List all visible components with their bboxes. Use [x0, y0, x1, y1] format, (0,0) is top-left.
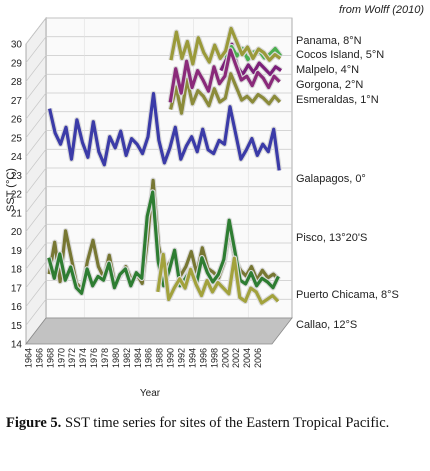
y-tick-label: 19 — [11, 246, 23, 257]
y-tick-label: 17 — [11, 283, 23, 294]
x-tick-label: 1980 — [111, 348, 121, 368]
legend-label: Puerto Chicama, 8°S — [296, 289, 399, 301]
caption-text: SST time series for sites of the Eastern… — [61, 415, 389, 431]
y-axis-label: SST (°C) — [5, 168, 17, 212]
y-tick-label: 28 — [11, 77, 23, 88]
legend-label: Panama, 8°N — [296, 35, 362, 47]
legend-label: Cocos Island, 5°N — [296, 49, 384, 61]
x-tick-label: 2000 — [220, 348, 230, 368]
x-tick-label: 1982 — [122, 348, 132, 368]
y-tick-label: 26 — [11, 115, 23, 126]
x-tick-label: 1984 — [133, 348, 143, 368]
x-tick-label: 1972 — [67, 348, 77, 368]
legend-label: Pisco, 13°20'S — [296, 232, 367, 244]
caption-label: Figure 5. — [6, 415, 61, 431]
y-tick-label: 24 — [11, 152, 23, 163]
y-tick-label: 16 — [11, 302, 23, 313]
legend-label: Gorgona, 2°N — [296, 79, 363, 91]
legend-label: Galapagos, 0° — [296, 173, 366, 185]
x-tick-label: 1988 — [155, 348, 165, 368]
x-tick-label: 1964 — [23, 348, 33, 368]
legend-label: Malpelo, 4°N — [296, 64, 359, 76]
figure-caption: Figure 5. SST time series for sites of t… — [6, 414, 416, 432]
x-axis-label: Year — [140, 388, 161, 399]
y-tick-label: 14 — [11, 340, 23, 351]
legend-label: Callao, 12°S — [296, 319, 357, 331]
x-tick-label: 1998 — [209, 348, 219, 368]
x-tick-label: 1976 — [89, 348, 99, 368]
x-tick-label: 1992 — [177, 348, 187, 368]
x-tick-label: 1996 — [198, 348, 208, 368]
x-tick-label: 1994 — [187, 348, 197, 368]
x-tick-label: 1974 — [78, 348, 88, 368]
y-tick-label: 15 — [11, 321, 23, 332]
x-tick-label: 1978 — [100, 348, 110, 368]
y-tick-label: 18 — [11, 265, 23, 276]
x-tick-label: 2004 — [242, 348, 252, 368]
x-tick-label: 1990 — [166, 348, 176, 368]
x-tick-label: 1966 — [34, 348, 44, 368]
y-tick-label: 25 — [11, 133, 23, 144]
y-tick-label: 30 — [11, 40, 23, 51]
x-tick-label: 1986 — [144, 348, 154, 368]
y-tick-label: 27 — [11, 96, 23, 107]
y-tick-label: 20 — [11, 227, 23, 238]
x-tick-label: 1968 — [45, 348, 55, 368]
legend-label: Esmeraldas, 1°N — [296, 94, 379, 106]
y-tick-label: 29 — [11, 58, 23, 69]
x-tick-label: 2002 — [231, 348, 241, 368]
floor — [26, 318, 292, 344]
x-tick-label: 1970 — [56, 348, 66, 368]
x-tick-label: 2006 — [253, 348, 263, 368]
